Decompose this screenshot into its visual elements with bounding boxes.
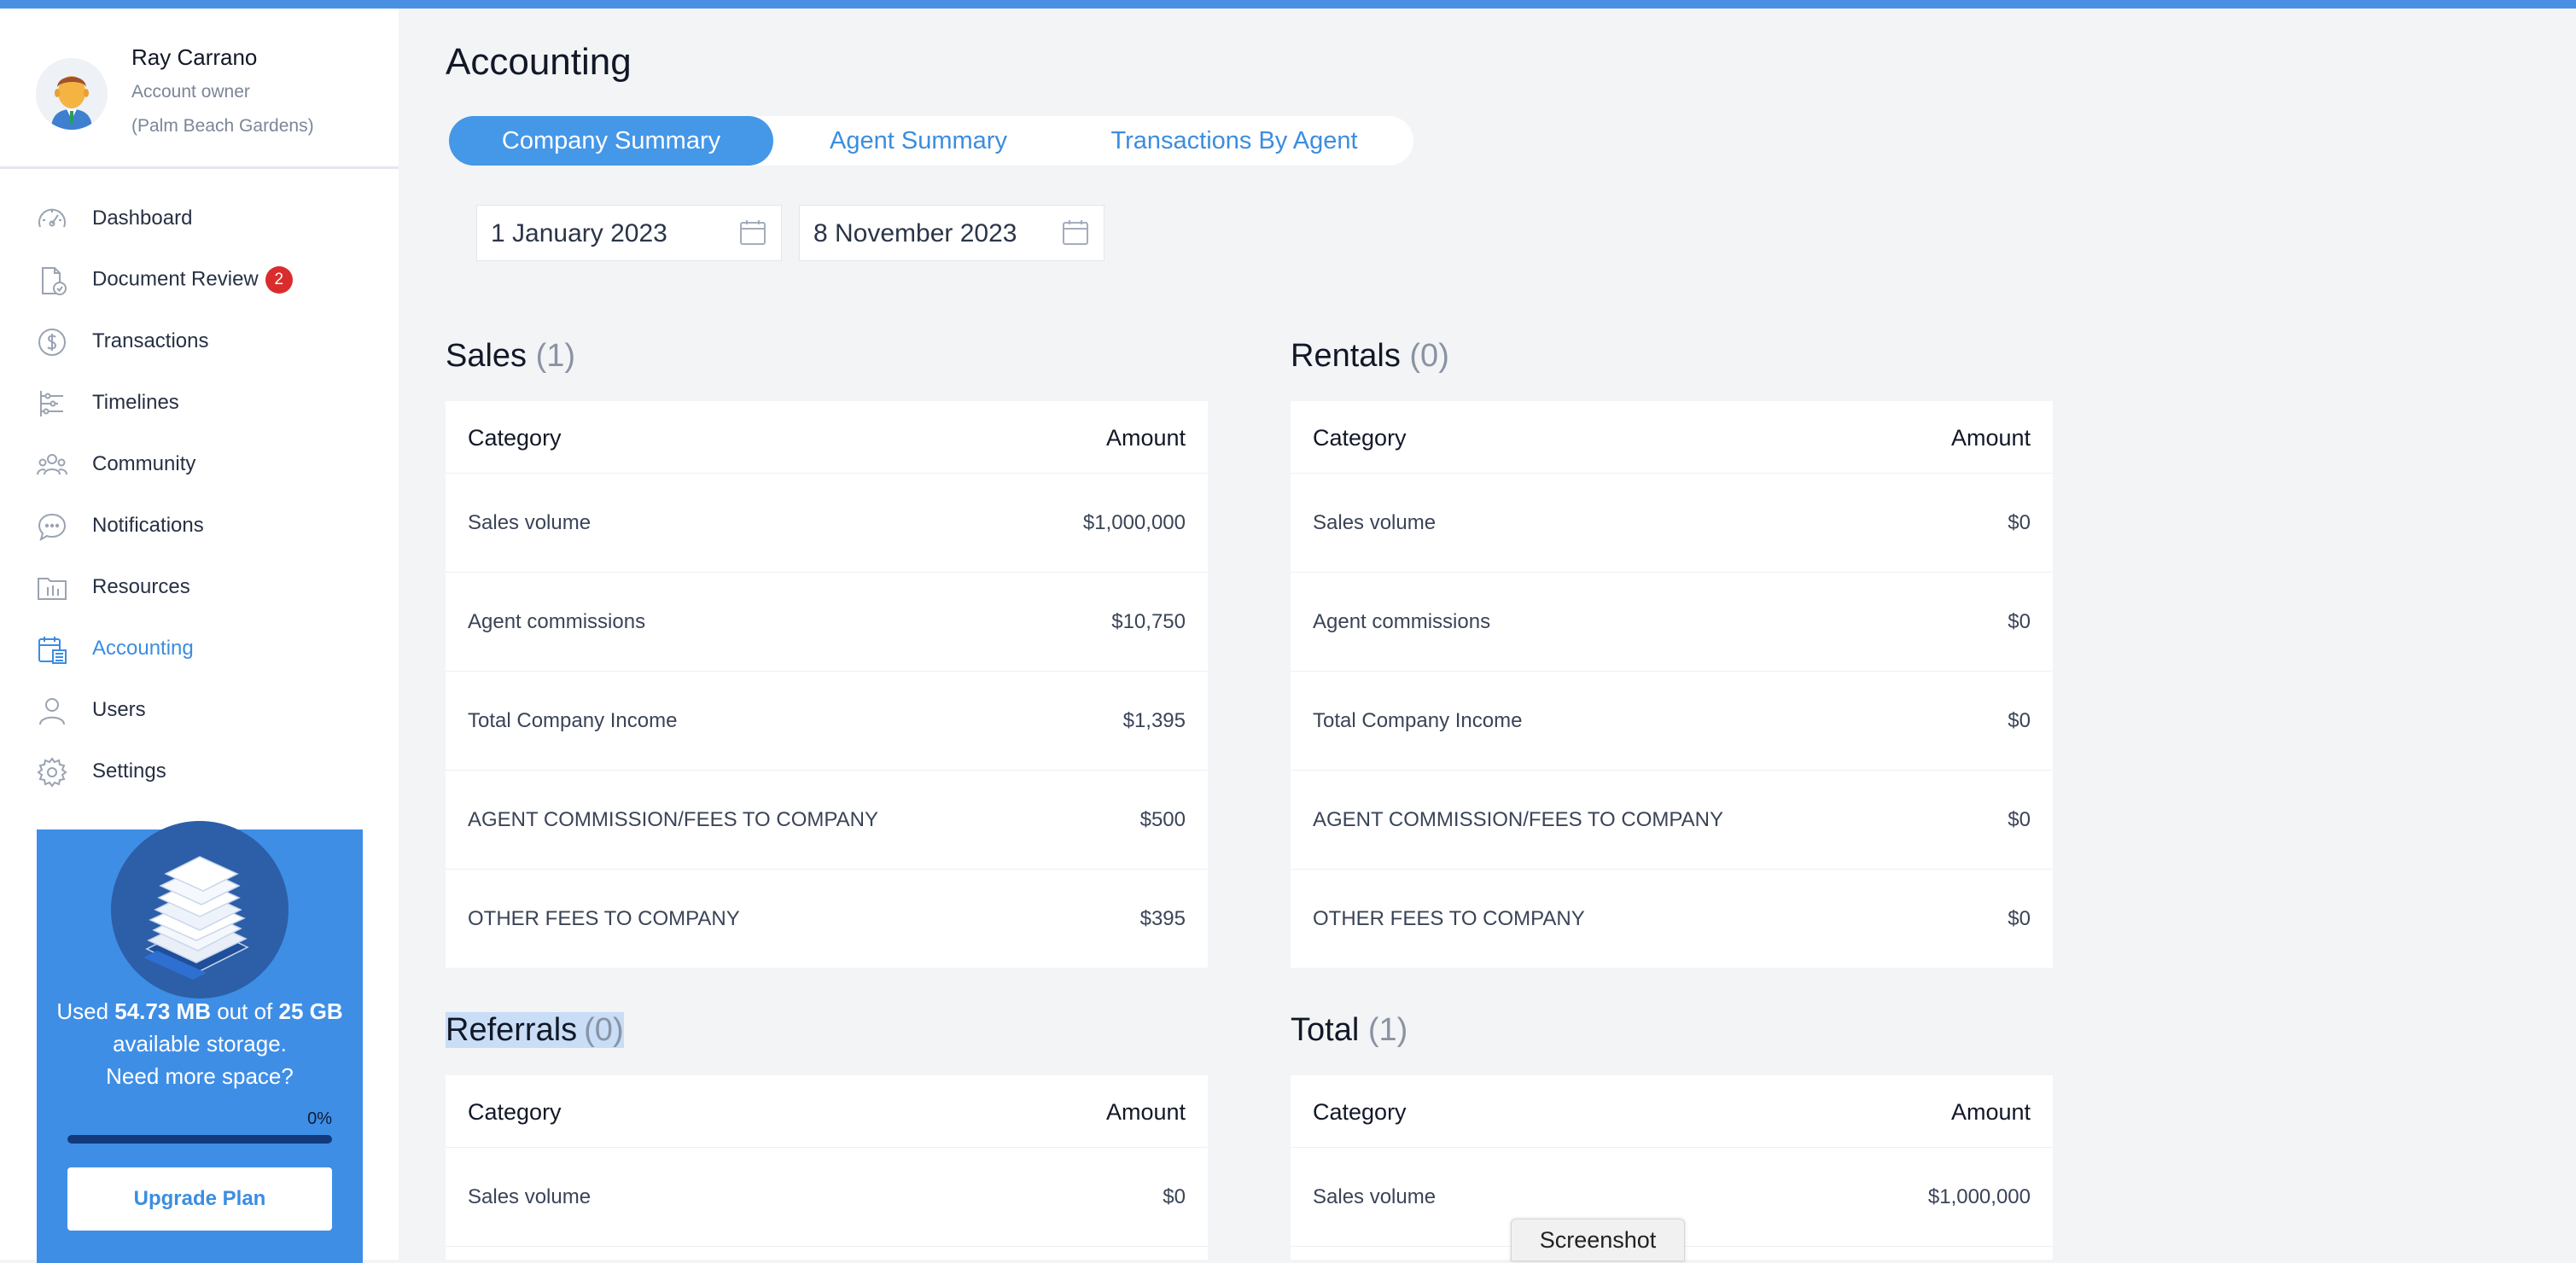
gauge-icon [38, 208, 66, 228]
storage-percent: 0% [307, 1109, 332, 1128]
sidebar-item-dashboard[interactable]: Dashboard [0, 188, 399, 249]
folder-icon [38, 578, 67, 600]
sidebar-item-timelines[interactable]: Timelines [0, 372, 399, 434]
screenshot-tooltip[interactable]: Screenshot [1511, 1219, 1685, 1261]
sidebar-item-label: Accounting [92, 637, 194, 660]
column-header-category: Category [468, 425, 562, 451]
chat-bubble-icon [38, 513, 67, 542]
column-header-category: Category [1313, 425, 1407, 451]
table-row: Sales volume $0 [1291, 474, 2053, 573]
sidebar-item-community[interactable]: Community [0, 434, 399, 495]
sidebar-item-users[interactable]: Users [0, 679, 399, 741]
calendar-icon [1063, 220, 1088, 245]
section-title-rentals: Rentals (0) [1291, 338, 1449, 374]
table-row: Total Company Income $0 [1291, 672, 2053, 771]
tab-agent-summary[interactable]: Agent Summary [830, 127, 1007, 154]
table-row: Agent commissions $0 [1291, 573, 2053, 672]
storage-used: 54.73 MB [114, 998, 211, 1024]
tab-company-summary[interactable]: Company Summary [449, 116, 773, 166]
sidebar-item-label: Document Review [92, 267, 259, 291]
tab-transactions-by-agent[interactable]: Transactions By Agent [1110, 127, 1358, 154]
table-header: Category Amount [446, 401, 1208, 474]
profile-name: Ray Carrano [131, 44, 258, 70]
column-header-amount: Amount [1950, 1099, 2031, 1125]
sidebar-item-document-review[interactable]: Document Review 2 [0, 249, 399, 311]
section-count: (1) [1367, 1012, 1408, 1048]
sidebar-item-label: Settings [92, 760, 166, 783]
sidebar-item-label: Community [92, 452, 196, 475]
sidebar-item-accounting[interactable]: Accounting [0, 618, 399, 679]
date-from-input[interactable]: 1 January 2023 [476, 205, 782, 261]
sidebar-item-label: Transactions [92, 329, 209, 352]
sidebar-item-notifications[interactable]: Notifications [0, 495, 399, 556]
user-profile[interactable]: Ray Carrano Account owner (Palm Beach Ga… [0, 9, 399, 169]
table-row: Sales volume $1,000,000 [446, 474, 1208, 573]
table-row: AGENT COMMISSION/FEES TO COMPANY $0 [1291, 771, 2053, 870]
date-to-value: 8 November 2023 [813, 219, 1017, 247]
sidebar-item-label: Notifications [92, 514, 204, 537]
page-title: Accounting [446, 41, 632, 83]
table-header: Category Amount [1291, 401, 2053, 474]
date-from-value: 1 January 2023 [491, 219, 667, 247]
table-row: Sales volume $0 [446, 1148, 1208, 1247]
sidebar-item-label: Timelines [92, 391, 179, 414]
column-header-category: Category [1313, 1099, 1407, 1125]
section-count: (1) [535, 338, 576, 374]
table-row: Agent commissions $10,750 [446, 573, 1208, 672]
table-header: Category Amount [446, 1075, 1208, 1148]
user-icon [39, 698, 65, 725]
column-header-amount: Amount [1105, 425, 1186, 451]
profile-role: Account owner [131, 82, 250, 102]
storage-progress-bar [67, 1135, 332, 1144]
section-count: (0) [577, 1012, 624, 1048]
avatar[interactable] [36, 58, 108, 130]
notification-badge: 2 [265, 266, 293, 294]
sidebar-item-label: Users [92, 698, 146, 721]
document-stack-illustration [111, 821, 288, 998]
sidebar-item-label: Resources [92, 575, 190, 598]
sidebar-item-resources[interactable]: Resources [0, 556, 399, 618]
rentals-table: Category Amount Sales volume $0 Agent com… [1291, 401, 2053, 968]
column-header-category: Category [468, 1099, 562, 1125]
accounting-calendar-icon [38, 637, 67, 664]
section-title-referrals: Referrals (0) [446, 1012, 624, 1048]
gear-icon [37, 757, 67, 788]
calendar-icon [740, 220, 766, 245]
table-row: Total Company Income $1,395 [446, 672, 1208, 771]
sidebar-item-settings[interactable]: Settings [0, 741, 399, 802]
sidebar-item-label: Dashboard [92, 207, 193, 230]
storage-total: 25 GB [278, 998, 343, 1024]
section-count: (0) [1409, 338, 1449, 374]
timeline-icon [40, 391, 63, 416]
sales-table: Category Amount Sales volume $1,000,000 A… [446, 401, 1208, 968]
profile-location: (Palm Beach Gardens) [131, 116, 314, 136]
document-check-icon [42, 267, 67, 295]
date-to-input[interactable]: 8 November 2023 [799, 205, 1104, 261]
sidebar-item-transactions[interactable]: Transactions [0, 311, 399, 372]
table-header: Category Amount [1291, 1075, 2053, 1148]
sidebar: Ray Carrano Account owner (Palm Beach Ga… [0, 9, 399, 1263]
table-row: AGENT COMMISSION/FEES TO COMPANY $500 [446, 771, 1208, 870]
top-accent-bar [0, 0, 2576, 9]
table-row: OTHER FEES TO COMPANY $0 [1313, 907, 2031, 930]
section-title-sales: Sales (1) [446, 338, 576, 374]
column-header-amount: Amount [1950, 425, 2031, 451]
dollar-circle-icon [38, 329, 66, 356]
referrals-table: Category Amount Sales volume $0 [446, 1075, 1208, 1260]
section-title-total: Total (1) [1291, 1012, 1408, 1048]
storage-usage-text: Used 54.73 MB out of 25 GB available sto… [56, 998, 343, 1089]
need-more-space: Need more space? [106, 1063, 294, 1089]
sidebar-nav: Dashboard Document Review 2 Transactions … [0, 188, 399, 802]
column-header-amount: Amount [1105, 1099, 1186, 1125]
storage-panel: Used 54.73 MB out of 25 GB available sto… [37, 821, 363, 1263]
accounting-tabs: Company Summary Agent Summary Transactio… [449, 116, 1413, 166]
table-row: OTHER FEES TO COMPANY $395 [468, 907, 1186, 930]
upgrade-plan-button[interactable]: Upgrade Plan [67, 1167, 332, 1231]
community-icon [37, 454, 67, 475]
